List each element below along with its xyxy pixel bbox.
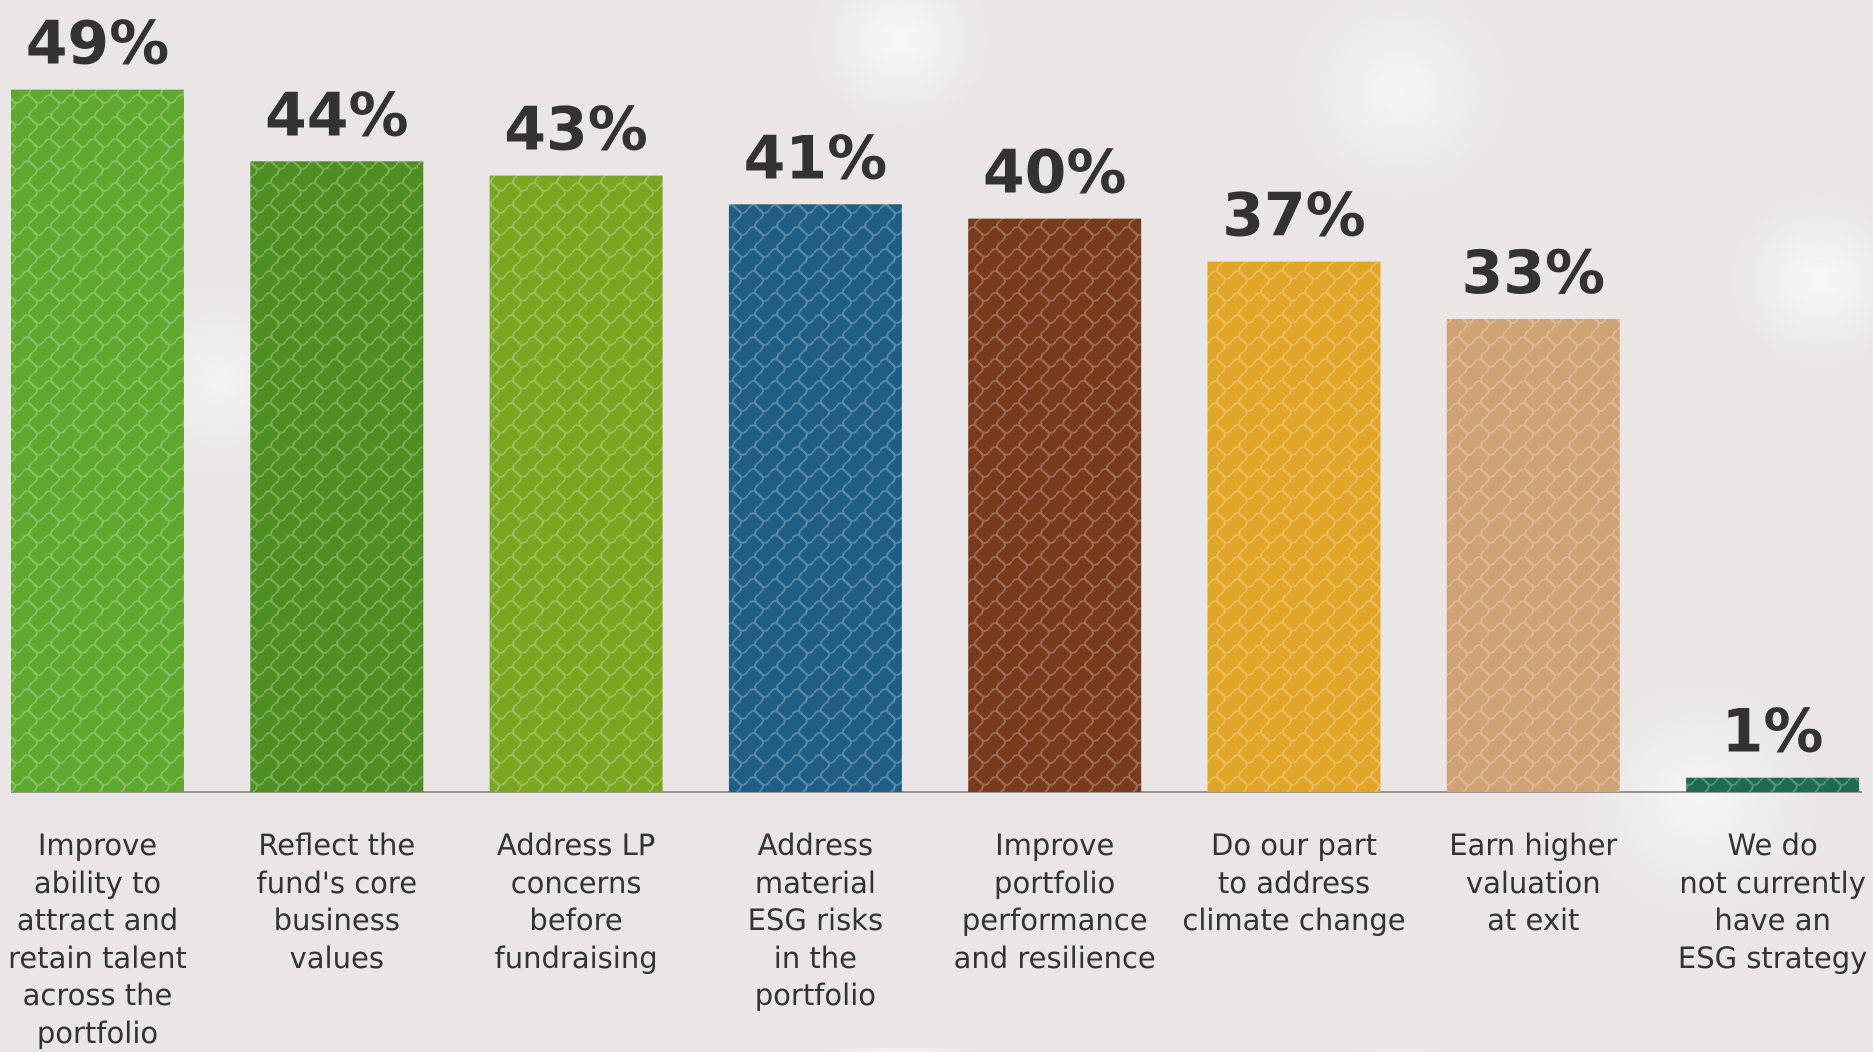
- value-label: 40%: [983, 138, 1127, 208]
- category-label: Address material ESG risks in the portfo…: [700, 827, 930, 1015]
- bar-texture: [1686, 778, 1859, 792]
- value-label: 1%: [1722, 697, 1824, 767]
- category-label: Improve portfolio performance and resili…: [940, 827, 1170, 977]
- bar-texture: [490, 176, 663, 792]
- category-label: Reflect the fund's core business values: [222, 827, 452, 977]
- value-label: 33%: [1461, 238, 1605, 308]
- category-label: We do not currently have an ESG strategy: [1658, 827, 1873, 977]
- value-label: 49%: [26, 9, 170, 79]
- bar-texture: [1447, 319, 1620, 792]
- bar-texture: [968, 219, 1141, 792]
- value-label: 41%: [744, 123, 888, 193]
- bar-texture: [11, 90, 184, 792]
- category-label: Do our part to address climate change: [1179, 827, 1409, 940]
- value-label: 37%: [1222, 181, 1366, 251]
- bar-texture: [1208, 262, 1381, 792]
- value-label: 44%: [265, 80, 409, 150]
- bar-texture: [729, 204, 902, 792]
- page: 49%44%43%41%40%37%33%1% (() => { const d…: [0, 0, 1873, 1048]
- category-label: Address LP concerns before fundraising: [461, 827, 691, 977]
- bar-texture: [250, 161, 423, 792]
- value-label: 43%: [504, 95, 648, 165]
- category-label: Earn higher valuation at exit: [1418, 827, 1648, 940]
- category-label: Improve ability to attract and retain ta…: [0, 827, 213, 1052]
